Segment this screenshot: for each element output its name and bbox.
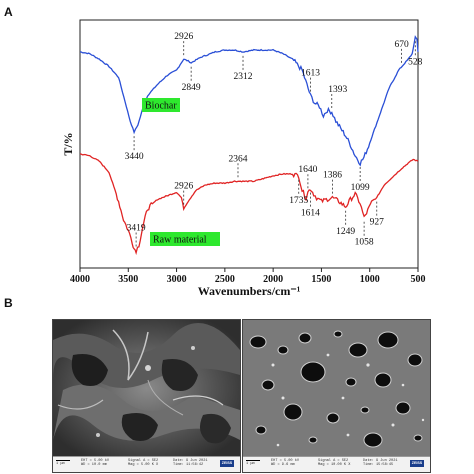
scale-label: 1 μm	[246, 462, 255, 466]
peak-label: 1099	[351, 183, 370, 193]
x-tick-label: 1500	[311, 274, 331, 285]
peak-label: 2926	[174, 32, 193, 42]
peak-label: 1058	[355, 238, 374, 248]
peak-label: 3419	[127, 224, 146, 234]
series-label-box	[142, 98, 180, 112]
peak-label: 1613	[301, 69, 320, 79]
peak-label: 1393	[328, 85, 347, 95]
sem-meta-c: Date: 9 Jun 2021 Time: 15:58:45	[363, 459, 398, 468]
peak-label: 1249	[336, 227, 355, 237]
y-axis-title: T/%	[61, 132, 75, 155]
peak-label: 3440	[125, 152, 144, 162]
peak-label: 2312	[234, 72, 253, 82]
peak-label: 2926	[174, 182, 193, 192]
x-tick-label: 3500	[118, 274, 138, 285]
panel-b-label: B	[4, 296, 13, 310]
ftir-chart: 4000 3500 3000 2500 2000 1500 1000 500 2926 2849…	[61, 19, 426, 298]
peak-annotations: 2926 2849 2312 1613 1393 528 3440 1099 670 2364 16…	[125, 32, 423, 248]
x-tick-label: 2500	[215, 274, 235, 285]
peak-label: 927	[370, 218, 385, 228]
x-tick-label: 3000	[167, 274, 187, 285]
zeiss-logo: ZEISS	[410, 460, 424, 467]
series-label-text: Biochar	[145, 101, 177, 112]
x-tick-label: 1000	[360, 274, 380, 285]
sem-info-bar-biochar: 1 μm EHT = 5.00 kV WD = 9.6 mm Signal A …	[243, 456, 430, 472]
sem-info-bar-raw: 1 μm EHT = 5.00 kV WD = 10.0 mm Signal A…	[53, 456, 240, 472]
series-label-text: Raw material	[153, 235, 207, 246]
spectrum-line-biochar	[79, 35, 419, 167]
sem-meta-a: EHT = 5.00 kV WD = 9.6 mm	[271, 459, 300, 468]
peak-label: 1386	[323, 171, 342, 181]
peak-label: 2364	[228, 154, 247, 164]
peak-label: 2849	[182, 83, 201, 93]
scale-label: 1 μm	[56, 462, 65, 466]
x-axis-ticks: 4000 3500 3000 2500 2000 1500 1000 500	[70, 268, 426, 285]
plot-frame	[79, 19, 419, 269]
spectrum-line-raw-material	[79, 153, 419, 256]
sem-image-raw-material: 1 μm EHT = 5.00 kV WD = 10.0 mm Signal A…	[52, 319, 241, 473]
sem-meta-b: Signal A = SE2 Mag = 5.00 K X	[128, 459, 159, 468]
sem-texture-biochar	[243, 320, 430, 457]
x-tick-label: 500	[411, 274, 426, 285]
series-label-box	[150, 232, 220, 246]
sem-meta-c: Date: 9 Jun 2021 Time: 11:56:42	[173, 459, 208, 468]
sem-image-biochar: 1 μm EHT = 5.00 kV WD = 9.6 mm Signal A …	[242, 319, 431, 473]
peak-label: 1640	[298, 165, 317, 175]
peak-label: 1614	[301, 209, 320, 219]
panel-a-label: A	[4, 5, 13, 19]
peak-label: 670	[394, 40, 409, 50]
x-axis-title: Wavenumbers/cm⁻¹	[198, 284, 301, 298]
x-tick-label: 2000	[263, 274, 283, 285]
zeiss-logo: ZEISS	[220, 460, 234, 467]
series-labels: Biochar Raw material	[142, 98, 220, 246]
sem-meta-a: EHT = 5.00 kV WD = 10.0 mm	[81, 459, 110, 468]
sem-meta-b: Signal A = SE2 Mag = 10.00 K X	[318, 459, 351, 468]
peak-label: 528	[408, 57, 423, 67]
sem-texture-raw	[53, 320, 240, 457]
spectra-series	[79, 35, 419, 256]
x-tick-label: 4000	[70, 274, 90, 285]
peak-label: 1735	[289, 196, 308, 206]
